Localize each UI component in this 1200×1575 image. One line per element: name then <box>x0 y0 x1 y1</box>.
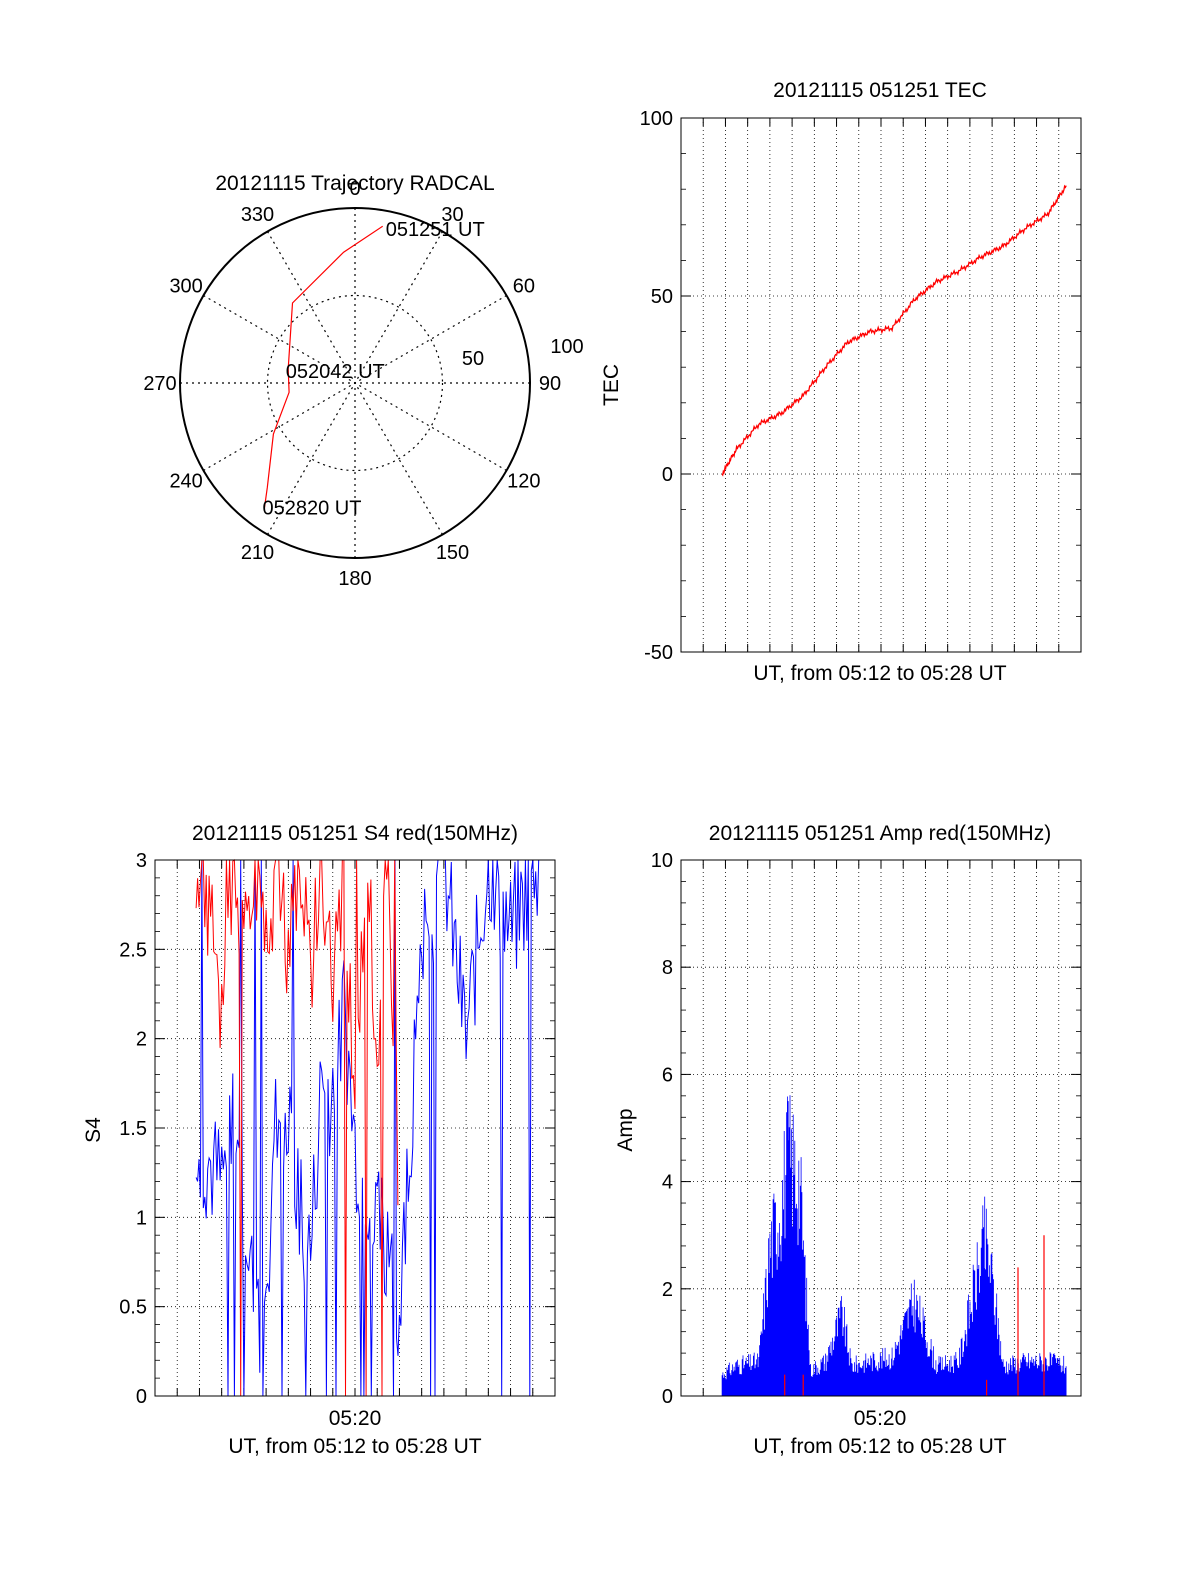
polar-azimuth-label: 30 <box>441 204 463 226</box>
tec-ylabel: TEC <box>600 364 623 406</box>
s4-ytick-label: 0 <box>136 1386 147 1408</box>
tec-xlabel: UT, from 05:12 to 05:28 UT <box>753 662 1006 685</box>
polar-azimuth-label: 60 <box>513 276 535 298</box>
amp-ytick-label: 6 <box>662 1064 673 1086</box>
polar-title: 20121115 Trajectory RADCAL <box>215 172 494 195</box>
amp-grid <box>680 859 1082 1397</box>
s4-ytick-label: 0.5 <box>119 1297 147 1319</box>
polar-grid-circle <box>266 294 444 472</box>
s4-ytick-label: 1.5 <box>119 1118 147 1140</box>
amp-ytick-label: 10 <box>651 850 673 872</box>
amp-ylabel: Amp <box>614 1108 637 1151</box>
s4-frame <box>154 859 556 1397</box>
polar-outer-circle <box>179 207 531 559</box>
s4-series <box>195 859 540 1397</box>
polar-grid-spoke <box>266 231 444 535</box>
polar-time-annotation: 052042 UT <box>286 361 385 383</box>
polar-trajectory-line <box>263 225 384 508</box>
amp-series <box>721 1095 1067 1396</box>
polar-annotations: 051251 UT 052042 UT 052820 UT <box>262 219 484 520</box>
polar-time-annotation: 051251 UT <box>386 219 485 241</box>
amp-xtick-label: 05:20 <box>854 1407 907 1430</box>
polar-azimuth-label: 90 <box>539 373 561 395</box>
tec-grid <box>680 117 1082 653</box>
polar-radial-label-50: 50 <box>462 348 484 370</box>
s4-title: 20121115 051251 S4 red(150MHz) <box>192 822 518 845</box>
s4-ytick-label: 1 <box>136 1207 147 1229</box>
tec-ytick-label: 100 <box>640 108 673 130</box>
amp-panel: 20121115 051251 Amp red(150MHz) 05:20 UT… <box>614 822 1082 1458</box>
tec-ytick-label: -50 <box>644 642 673 664</box>
amp-ytick-label: 0 <box>662 1386 673 1408</box>
tec-panel: 20121115 051251 TEC UT, from 05:12 to 05… <box>600 79 1082 685</box>
amp-ytick-label: 2 <box>662 1279 673 1301</box>
polar-radial-label-100: 100 <box>550 336 583 358</box>
tec-frame <box>680 117 1082 653</box>
tec-series-line <box>721 184 1067 477</box>
s4-ytick-label: 2 <box>136 1029 147 1051</box>
amp-frame <box>680 859 1082 1397</box>
polar-azimuth-label: 120 <box>507 471 540 493</box>
amp-ytick-label: 4 <box>662 1172 673 1194</box>
s4-panel: 20121115 051251 S4 red(150MHz) 05:20 UT,… <box>82 822 556 1458</box>
amp-series-red <box>784 1235 1045 1396</box>
amp-ytick-label: 8 <box>662 957 673 979</box>
s4-series-red <box>195 859 399 1397</box>
amp-series-blue <box>721 1095 1067 1396</box>
s4-xtick-label: 05:20 <box>329 1407 382 1430</box>
polar-azimuth-label: 0 <box>349 178 360 200</box>
s4-xlabel: UT, from 05:12 to 05:28 UT <box>228 1435 481 1458</box>
polar-azimuth-label: 300 <box>169 276 202 298</box>
polar-azimuth-label: 330 <box>241 204 274 226</box>
s4-ylabel: S4 <box>82 1117 105 1143</box>
s4-series-blue <box>195 859 540 1397</box>
amp-yticks: 0 2 4 6 8 10 <box>651 850 673 1408</box>
polar-azimuth-label: 210 <box>241 542 274 564</box>
amp-title: 20121115 051251 Amp red(150MHz) <box>709 822 1051 845</box>
polar-azimuth-label: 150 <box>436 542 469 564</box>
s4-ytick-label: 2.5 <box>119 939 147 961</box>
amp-xlabel: UT, from 05:12 to 05:28 UT <box>753 1435 1006 1458</box>
s4-yticks: 0 0.5 1 1.5 2 2.5 3 <box>119 850 147 1408</box>
polar-azimuth-label: 180 <box>338 568 371 590</box>
trajectory-panel: 20121115 Trajectory RADCAL 0 30 60 90 120 150… <box>143 172 583 590</box>
tec-title: 20121115 051251 TEC <box>773 79 987 102</box>
tec-yticks: -50 0 50 100 <box>640 108 673 664</box>
polar-time-annotation: 052820 UT <box>262 498 361 520</box>
tec-ytick-label: 0 <box>662 464 673 486</box>
polar-grid <box>180 208 530 558</box>
tec-ytick-label: 50 <box>651 286 673 308</box>
polar-azimuth-label: 240 <box>169 471 202 493</box>
polar-azimuth-labels: 0 30 60 90 120 150 180 210 240 270 300 330 <box>143 178 561 590</box>
s4-ytick-label: 3 <box>136 850 147 872</box>
polar-azimuth-label: 270 <box>143 373 176 395</box>
